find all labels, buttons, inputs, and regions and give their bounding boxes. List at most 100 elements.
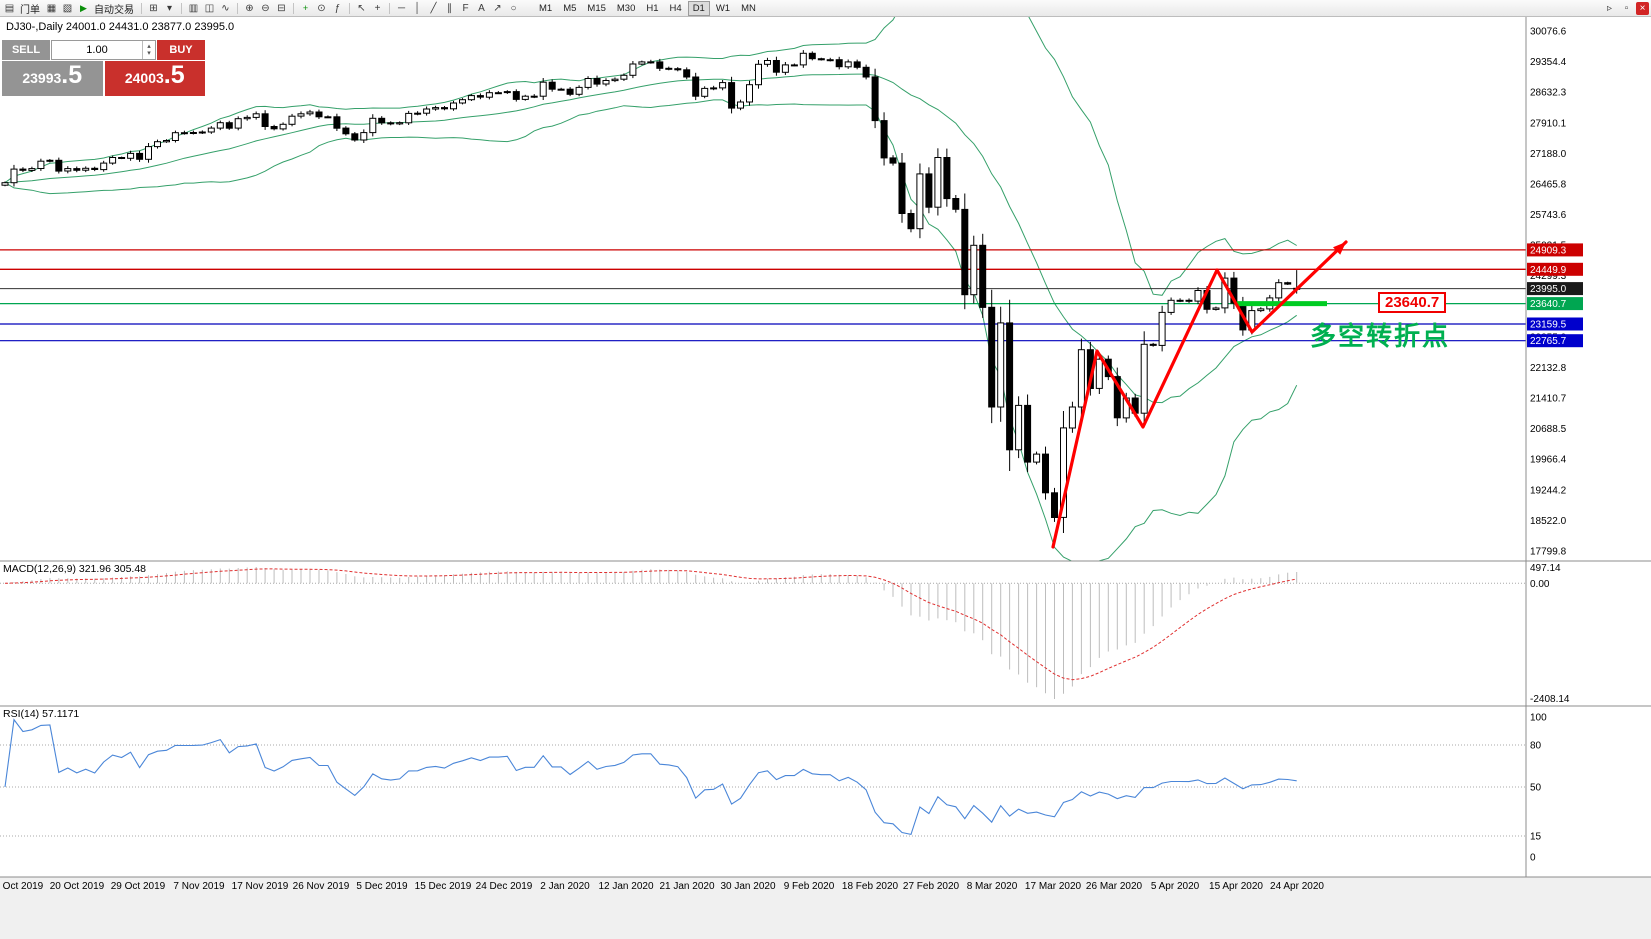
svg-text:17 Mar 2020: 17 Mar 2020: [1025, 881, 1082, 892]
crosshair-icon[interactable]: +: [374, 2, 381, 14]
timeframe-toolbar: M1 M5 M15 M30 H1 H4 D1 W1 MN: [534, 0, 761, 16]
zoom-in-icon[interactable]: ⊕: [245, 2, 254, 14]
timeframe-m30-button[interactable]: M30: [616, 2, 636, 14]
timeframe-m1-button[interactable]: M1: [539, 2, 553, 14]
chart-forward-icon[interactable]: ▹: [1606, 2, 1613, 14]
svg-text:29354.4: 29354.4: [1530, 57, 1567, 68]
timeframe-mn-button[interactable]: MN: [741, 2, 756, 14]
svg-text:27188.0: 27188.0: [1530, 149, 1567, 160]
market-watch-icon[interactable]: ▦: [46, 2, 57, 14]
svg-text:27 Feb 2020: 27 Feb 2020: [903, 881, 960, 892]
svg-text:15 Dec 2019: 15 Dec 2019: [415, 881, 472, 892]
sell-button[interactable]: SELL: [2, 40, 50, 60]
new-chart-icon[interactable]: ⊞: [149, 2, 158, 14]
svg-text:100: 100: [1530, 713, 1547, 724]
svg-text:2 Jan 2020: 2 Jan 2020: [540, 881, 590, 892]
svg-text:28632.3: 28632.3: [1530, 88, 1567, 99]
svg-text:21410.7: 21410.7: [1530, 394, 1567, 405]
volume-up-icon[interactable]: ▴: [147, 43, 151, 50]
tile-windows-icon[interactable]: ⊟: [277, 2, 286, 14]
main-toolbar: ▤ 门单 ▦ ▧ ▶ 自动交易 ⊞ ▾ ▥ ◫ ∿ ⊕ ⊖ ⊟ + ⊙ ƒ ↖ …: [0, 0, 1651, 17]
sell-price[interactable]: 23993.5: [2, 61, 103, 96]
timeframe-h4-button[interactable]: H4: [669, 2, 682, 14]
svg-text:12 Jan 2020: 12 Jan 2020: [598, 881, 653, 892]
volume-field[interactable]: 1.00 ▴ ▾: [51, 40, 156, 60]
toolbar-separator: [349, 2, 350, 14]
svg-text:9 Feb 2020: 9 Feb 2020: [784, 881, 835, 892]
svg-text:7 Nov 2019: 7 Nov 2019: [173, 881, 225, 892]
svg-text:26 Nov 2019: 26 Nov 2019: [293, 881, 350, 892]
svg-text:22765.7: 22765.7: [1530, 336, 1567, 347]
svg-text:26 Mar 2020: 26 Mar 2020: [1086, 881, 1143, 892]
macd-indicator-label: MACD(12,26,9) 321.96 305.48: [3, 563, 147, 575]
svg-text:18 Feb 2020: 18 Feb 2020: [842, 881, 899, 892]
alert-icon[interactable]: ×: [1636, 1, 1649, 15]
toolbar-separator: [141, 2, 142, 14]
svg-text:30076.6: 30076.6: [1530, 27, 1567, 38]
chart-ohlc-title: DJ30-,Daily 24001.0 24431.0 23877.0 2399…: [6, 21, 235, 33]
buy-price[interactable]: 24003.5: [104, 61, 205, 96]
rsi-indicator-label: RSI(14) 57.1171: [3, 708, 80, 720]
svg-text:26465.8: 26465.8: [1530, 179, 1567, 190]
turning-point-annotation[interactable]: 多空转折点: [1310, 321, 1451, 351]
timeframe-w1-button[interactable]: W1: [715, 2, 731, 14]
arrows-tool-icon[interactable]: ↗: [493, 2, 502, 14]
toolbar-right-group: ▹ ▫ ×: [1602, 1, 1649, 15]
svg-text:19966.4: 19966.4: [1530, 455, 1567, 466]
svg-text:21 Jan 2020: 21 Jan 2020: [659, 881, 714, 892]
text-tool-icon[interactable]: A: [478, 2, 485, 14]
timeframe-d1-button[interactable]: D1: [687, 0, 710, 16]
svg-text:17 Nov 2019: 17 Nov 2019: [232, 881, 289, 892]
svg-text:22132.8: 22132.8: [1530, 363, 1567, 374]
price-callout-label[interactable]: 23640.7: [1378, 292, 1447, 313]
buy-button[interactable]: BUY: [157, 40, 205, 60]
svg-text:23640.7: 23640.7: [1530, 299, 1567, 310]
timeframe-m5-button[interactable]: M5: [563, 2, 577, 14]
volume-down-icon[interactable]: ▾: [147, 50, 151, 57]
docking-icon[interactable]: ▫: [1624, 2, 1629, 14]
one-click-trading-panel: SELL 1.00 ▴ ▾ BUY 23993.5 24003.5: [2, 40, 205, 96]
toolbar-separator: [389, 2, 390, 14]
profiles-icon[interactable]: ▾: [166, 2, 173, 14]
svg-text:5 Apr 2020: 5 Apr 2020: [1151, 881, 1200, 892]
svg-text:18522.0: 18522.0: [1530, 516, 1567, 527]
timeframe-h1-button[interactable]: H1: [646, 2, 659, 14]
hline-icon[interactable]: ─: [397, 2, 406, 14]
channel-icon[interactable]: ∥: [447, 2, 452, 14]
navigator-icon[interactable]: ▧: [62, 2, 73, 14]
svg-text:50: 50: [1530, 783, 1542, 794]
sell-price-main: 23993: [22, 70, 62, 86]
volume-stepper[interactable]: ▴ ▾: [142, 41, 155, 59]
autotrade-button[interactable]: 自动交易: [94, 4, 134, 16]
svg-text:10 Oct 2019: 10 Oct 2019: [0, 881, 44, 892]
clock-icon[interactable]: ⊙: [317, 2, 326, 14]
line-chart-icon[interactable]: ∿: [221, 2, 230, 14]
autotrade-play-icon[interactable]: ▶: [80, 2, 87, 13]
svg-text:24909.3: 24909.3: [1530, 245, 1567, 256]
toolbar-separator: [237, 2, 238, 14]
svg-text:15: 15: [1530, 832, 1542, 843]
vline-icon[interactable]: │: [414, 2, 421, 14]
order-book-icon[interactable]: ▤: [4, 2, 15, 14]
toolbar-separator: [181, 2, 182, 14]
bar-chart-icon[interactable]: ▥: [188, 2, 199, 14]
cursor-icon[interactable]: ↖: [357, 2, 366, 14]
svg-text:8 Mar 2020: 8 Mar 2020: [967, 881, 1018, 892]
volume-value[interactable]: 1.00: [86, 44, 108, 56]
timeframe-m15-button[interactable]: M15: [587, 2, 606, 14]
add-icon[interactable]: +: [302, 2, 309, 13]
indicators-icon[interactable]: ƒ: [334, 2, 341, 14]
shapes-icon[interactable]: ○: [510, 2, 517, 14]
trendline-icon[interactable]: ╱: [430, 2, 437, 14]
svg-text:25743.6: 25743.6: [1530, 210, 1567, 221]
svg-text:20688.5: 20688.5: [1530, 424, 1567, 435]
svg-text:497.14: 497.14: [1530, 563, 1561, 574]
fibonacci-icon[interactable]: F: [462, 2, 469, 14]
svg-text:20 Oct 2019: 20 Oct 2019: [50, 881, 105, 892]
zoom-out-icon[interactable]: ⊖: [261, 2, 270, 14]
candle-chart-icon[interactable]: ◫: [204, 2, 215, 14]
new-order-button[interactable]: 门单: [20, 4, 40, 16]
svg-text:24 Apr 2020: 24 Apr 2020: [1270, 881, 1324, 892]
